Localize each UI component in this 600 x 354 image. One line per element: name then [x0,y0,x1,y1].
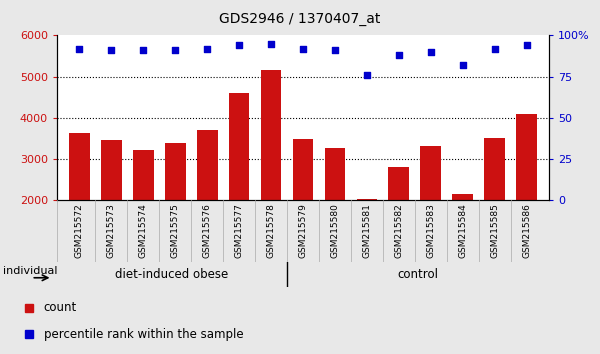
Bar [293,139,313,200]
Bar [69,133,90,200]
Text: GSM215583: GSM215583 [426,203,435,258]
Text: GSM215581: GSM215581 [362,203,371,258]
Point [74,46,84,51]
Point [426,49,436,55]
Text: GSM215577: GSM215577 [235,203,244,258]
Text: percentile rank within the sample: percentile rank within the sample [44,328,244,341]
Point [298,46,308,51]
Text: GSM215572: GSM215572 [75,203,84,258]
Bar [516,114,537,200]
Text: GSM215573: GSM215573 [107,203,116,258]
Point [362,72,371,78]
Text: individual: individual [3,266,58,276]
Bar [356,199,377,200]
Text: GSM215584: GSM215584 [458,203,467,258]
Bar [421,146,441,200]
Text: control: control [398,268,439,281]
Bar [133,150,154,200]
Text: GSM215575: GSM215575 [171,203,180,258]
Text: GSM215585: GSM215585 [490,203,499,258]
Text: count: count [44,301,77,314]
Text: GSM215582: GSM215582 [394,203,403,258]
Text: GSM215580: GSM215580 [331,203,340,258]
Bar [197,130,218,200]
Point [107,47,116,53]
Point [202,46,212,51]
Text: GSM215578: GSM215578 [266,203,275,258]
Text: GSM215576: GSM215576 [203,203,212,258]
Point [330,47,340,53]
Point [458,62,467,68]
Bar [229,93,250,200]
Point [522,42,532,48]
Text: GSM215579: GSM215579 [299,203,308,258]
Text: diet-induced obese: diet-induced obese [115,268,229,281]
Bar [165,143,185,200]
Bar [101,140,122,200]
Bar [484,138,505,200]
Point [235,42,244,48]
Bar [325,148,346,200]
Text: GSM215586: GSM215586 [522,203,531,258]
Point [490,46,499,51]
Bar [260,70,281,200]
Point [266,41,276,46]
Bar [388,167,409,200]
Bar [452,194,473,200]
Text: GDS2946 / 1370407_at: GDS2946 / 1370407_at [220,12,380,27]
Point [170,47,180,53]
Point [139,47,148,53]
Point [394,52,404,58]
Text: GSM215574: GSM215574 [139,203,148,258]
